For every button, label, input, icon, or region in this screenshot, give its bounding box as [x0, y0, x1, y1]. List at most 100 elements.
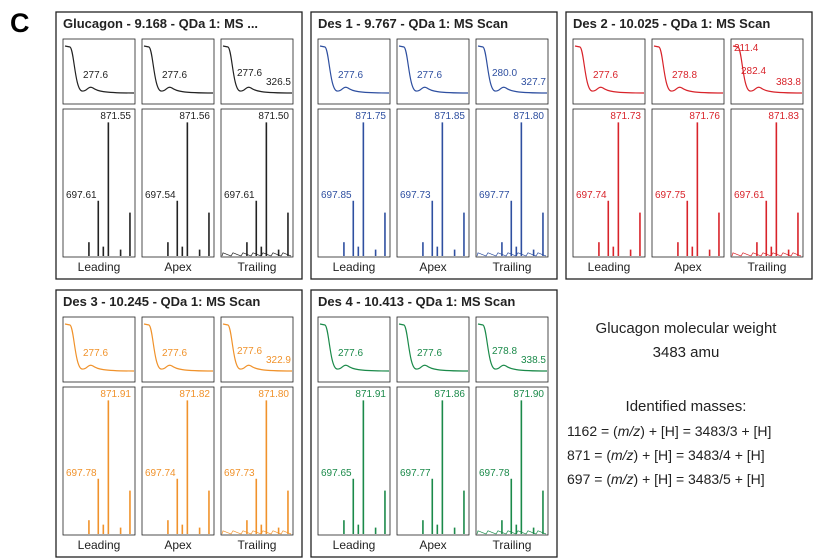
- uv-trace: [398, 323, 469, 372]
- uv-box: [396, 316, 470, 383]
- ms-box: [730, 108, 804, 258]
- uv-box: [317, 38, 391, 105]
- uv-box: [141, 38, 215, 105]
- masses-heading: Identified masses:: [626, 398, 747, 415]
- ms-noise: [221, 530, 292, 535]
- uv-trace: [222, 323, 293, 372]
- uv-trace: [64, 323, 135, 372]
- ms-peak-label: 697.77: [479, 190, 510, 201]
- panel-title: Des 1 - 9.767 - QDa 1: MS Scan: [318, 16, 508, 31]
- ms-peak-label: 697.65: [321, 468, 352, 479]
- uv-peak-label: 322.9: [266, 355, 291, 366]
- ms-peak-label: 697.78: [66, 468, 97, 479]
- uv-peak-label: 278.8: [492, 346, 517, 357]
- uv-trace: [477, 323, 548, 372]
- uv-trace: [732, 45, 803, 94]
- uv-trace: [319, 323, 390, 372]
- column-label: Apex: [164, 538, 191, 552]
- equation-part: 1162 = (: [567, 423, 618, 439]
- equation-part: m/z: [618, 423, 641, 439]
- ms-peak-label: 697.61: [734, 190, 765, 201]
- uv-peak-label: 277.6: [338, 348, 363, 359]
- weight: 3483 amu: [653, 344, 720, 361]
- uv-peak-label: 277.6: [417, 348, 442, 359]
- column-label: Apex: [164, 260, 191, 274]
- panel-frame: [310, 11, 558, 280]
- panel-frame: [565, 11, 813, 280]
- uv-peak-label: 280.0: [492, 68, 517, 79]
- ms-box: [220, 108, 294, 258]
- ms-box: [62, 386, 136, 536]
- ms-box: [317, 386, 391, 536]
- uv-peak-label: 277.6: [83, 348, 108, 359]
- weight-title: Glucagon molecular weight: [596, 320, 778, 337]
- uv-trace: [64, 45, 135, 94]
- ms-noise: [221, 252, 292, 257]
- mass-equation: 1162 = (m/z) + [H] = 3483/3 + [H]: [567, 423, 771, 439]
- column-label: Leading: [333, 538, 376, 552]
- ms-peak-label: 697.61: [224, 190, 255, 201]
- ms-box: [141, 108, 215, 258]
- ms-noise: [476, 530, 547, 535]
- panel-frame: [55, 11, 303, 280]
- uv-trace: [143, 45, 214, 94]
- ms-peak-label: 871.91: [100, 389, 131, 400]
- equation-part: 697 = (: [567, 471, 611, 487]
- ms-peak-label: 871.90: [513, 389, 544, 400]
- uv-peak-label: 383.8: [776, 77, 801, 88]
- ms-peak-label: 871.80: [513, 111, 544, 122]
- ms-box: [475, 386, 549, 536]
- ms-box: [317, 108, 391, 258]
- ms-box: [651, 108, 725, 258]
- uv-peak-label: 277.6: [237, 346, 262, 357]
- ms-peak-label: 871.76: [689, 111, 720, 122]
- uv-peak-label: 277.6: [162, 70, 187, 81]
- ms-peak-label: 697.74: [145, 468, 176, 479]
- column-label: Apex: [419, 260, 446, 274]
- panel-frame: [310, 289, 558, 558]
- ms-peak-label: 697.61: [66, 190, 97, 201]
- panel-label: C: [10, 8, 30, 38]
- column-label: Leading: [588, 260, 631, 274]
- column-label: Leading: [78, 260, 121, 274]
- equation-part: 871 = (: [567, 447, 611, 463]
- ms-peak-label: 871.73: [610, 111, 641, 122]
- equation-part: m/z: [611, 447, 634, 463]
- ms-box: [572, 108, 646, 258]
- column-label: Trailing: [748, 260, 787, 274]
- uv-peak-label: 277.6: [338, 70, 363, 81]
- panel-title: Glucagon - 9.168 - QDa 1: MS ...: [63, 16, 258, 31]
- equation-part: ) + [H] = 3483/5 + [H]: [634, 471, 765, 487]
- ms-peak-label: 697.78: [479, 468, 510, 479]
- ms-peak-label: 871.80: [258, 389, 289, 400]
- ms-peak-label: 871.86: [434, 389, 465, 400]
- ms-peak-label: 871.82: [179, 389, 210, 400]
- ms-peak-label: 871.56: [179, 111, 210, 122]
- ms-peak-label: 697.54: [145, 190, 176, 201]
- uv-box: [572, 38, 646, 105]
- uv-peak-label: 278.8: [672, 70, 697, 81]
- ms-peak-label: 697.73: [224, 468, 255, 479]
- ms-box: [475, 108, 549, 258]
- ms-peak-label: 697.73: [400, 190, 431, 201]
- panel-title: Des 3 - 10.245 - QDa 1: MS Scan: [63, 294, 260, 309]
- ms-box: [396, 108, 470, 258]
- ms-peak-label: 871.55: [100, 111, 131, 122]
- ms-peak-label: 871.91: [355, 389, 386, 400]
- uv-trace: [398, 45, 469, 94]
- ms-peak-label: 871.75: [355, 111, 386, 122]
- uv-box: [220, 316, 294, 383]
- column-label: Trailing: [238, 538, 277, 552]
- panel-title: Des 2 - 10.025 - QDa 1: MS Scan: [573, 16, 770, 31]
- ms-box: [396, 386, 470, 536]
- uv-peak-label: 338.5: [521, 355, 546, 366]
- ms-box: [220, 386, 294, 536]
- uv-peak-label: 211.4: [734, 43, 759, 54]
- mass-equation: 871 = (m/z) + [H] = 3483/4 + [H]: [567, 447, 765, 463]
- uv-box: [651, 38, 725, 105]
- uv-box: [317, 316, 391, 383]
- column-label: Trailing: [238, 260, 277, 274]
- ms-box: [62, 108, 136, 258]
- uv-peak-label: 277.6: [83, 70, 108, 81]
